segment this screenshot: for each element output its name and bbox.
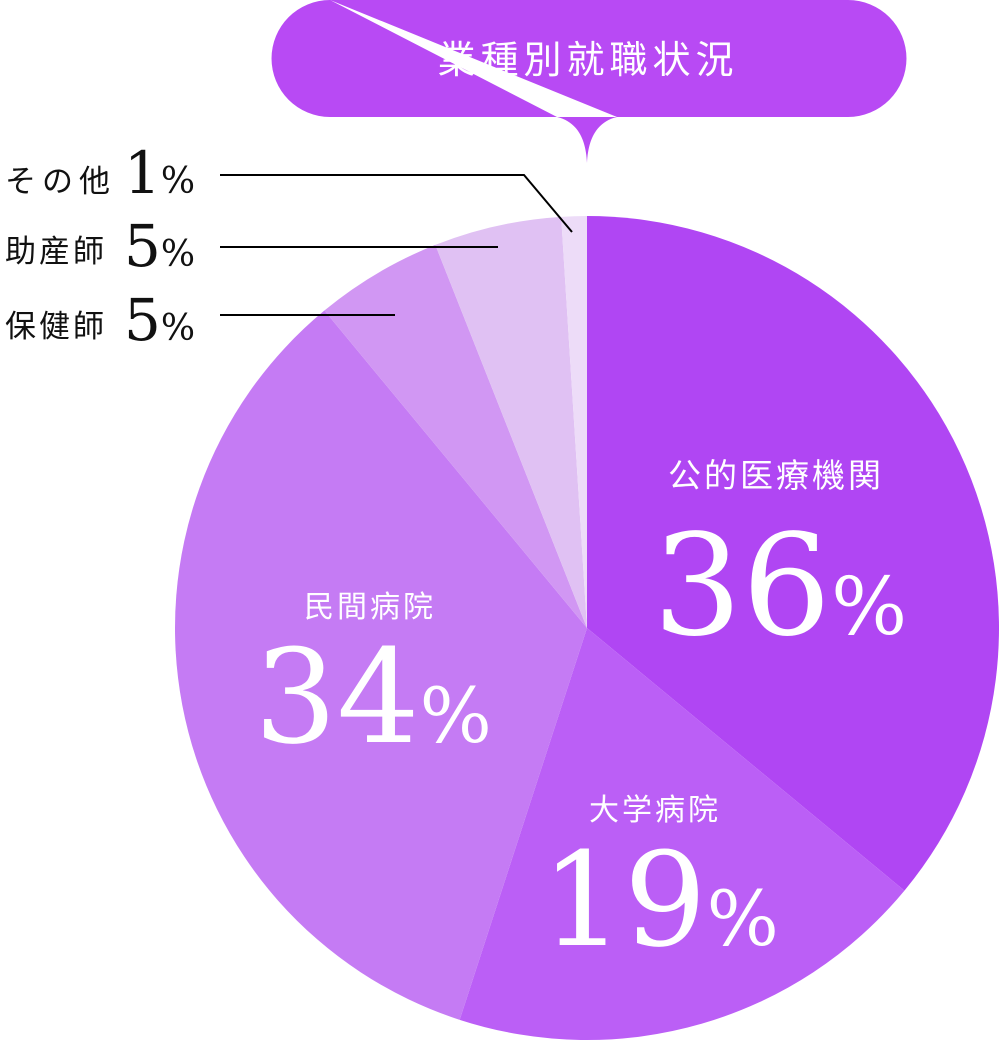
slice-value: 5% xyxy=(124,286,195,354)
title-bubble xyxy=(271,0,907,163)
slice-value: 1% xyxy=(124,139,195,207)
slice-label: 保健師 xyxy=(5,309,107,345)
label-public-health-nurse: 保健師 5% xyxy=(5,286,195,354)
slice-label: 助産師 xyxy=(5,234,107,270)
slice-value: 5% xyxy=(124,212,195,280)
pie-slice-4 xyxy=(435,216,587,628)
pie-slice-3 xyxy=(324,244,587,629)
pie-slice-1 xyxy=(459,628,905,1040)
label-public-medical: 公的医療機関 36% xyxy=(653,456,907,668)
label-midwife: 助産師 5% xyxy=(5,212,195,280)
slice-label: その他 xyxy=(5,164,116,200)
slice-value: 19% xyxy=(541,824,779,976)
leader-line-other xyxy=(220,174,573,233)
chart-title: 業種別就職状況 xyxy=(437,38,738,82)
label-university-hospital: 大学病院 19% xyxy=(541,793,779,976)
pie-slice-5 xyxy=(561,216,587,628)
label-other: その他 1% xyxy=(5,139,195,207)
slice-value: 34% xyxy=(254,621,492,773)
slice-label: 民間病院 xyxy=(304,590,436,625)
slice-label: 公的医療機関 xyxy=(668,456,884,495)
slice-value: 36% xyxy=(653,505,907,668)
label-private-hospital: 民間病院 34% xyxy=(254,590,492,773)
pie-slice-2 xyxy=(175,310,587,1020)
pie-slice-0 xyxy=(587,216,1000,891)
slice-label: 大学病院 xyxy=(589,793,721,828)
